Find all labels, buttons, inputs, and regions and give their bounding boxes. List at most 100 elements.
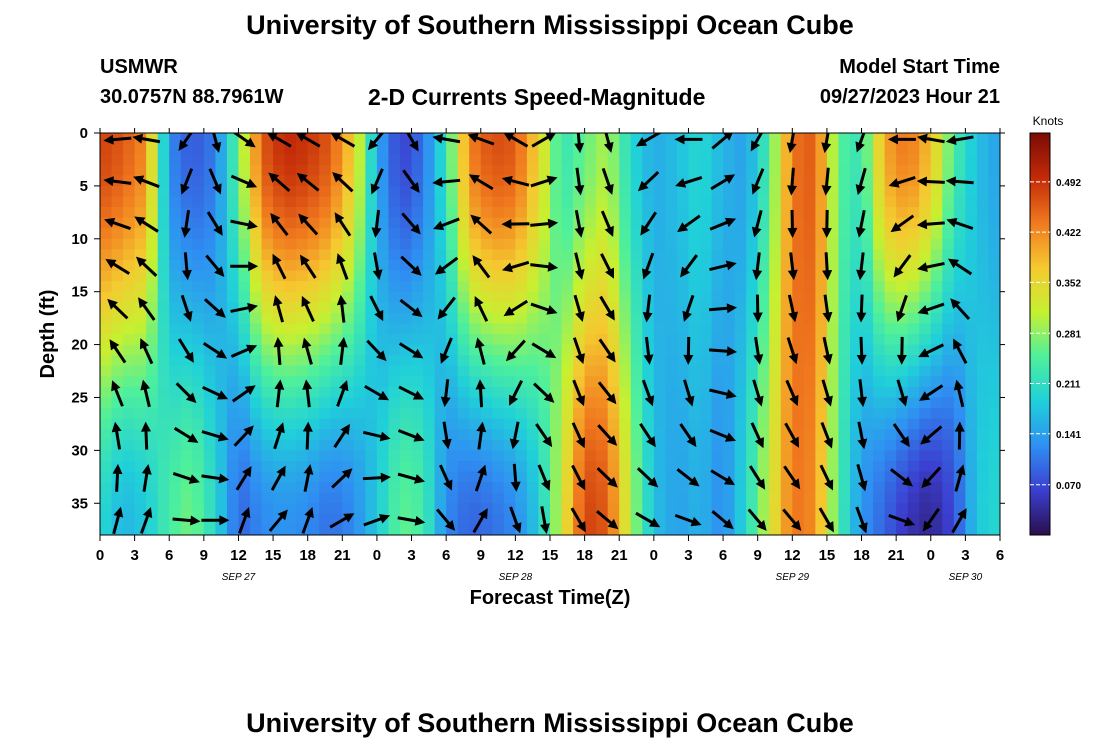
heatmap-cell (988, 365, 1000, 377)
heatmap-cell (226, 302, 240, 314)
heatmap-cell (365, 450, 378, 462)
heatmap-cell (342, 408, 355, 420)
current-vector (181, 252, 192, 281)
heatmap-cell (953, 312, 966, 325)
y-tick-label: 0 (80, 125, 88, 142)
heatmap-cell (688, 323, 701, 335)
heatmap-cell (653, 270, 666, 282)
heatmap-cell (446, 291, 459, 303)
heatmap-cell (423, 291, 436, 303)
heatmap-cell (803, 164, 816, 176)
heatmap-cell (907, 513, 920, 526)
heatmap-cell (723, 238, 736, 250)
heatmap-cell (192, 408, 205, 420)
heatmap-cell (307, 355, 320, 367)
heatmap-cell (503, 429, 516, 441)
heatmap-cell (850, 397, 863, 409)
heatmap-cell (607, 291, 620, 303)
heatmap-cell (746, 259, 759, 272)
heatmap-cell (157, 334, 170, 346)
heatmap-cell (307, 164, 320, 176)
heatmap-cell (700, 408, 713, 420)
heatmap-cell (873, 503, 886, 515)
heatmap-cell (976, 228, 990, 240)
heatmap-cell (896, 185, 909, 198)
heatmap-cell (342, 270, 355, 282)
x-tick-label: 3 (130, 547, 138, 564)
heatmap-cell (619, 281, 632, 293)
current-vector (921, 466, 942, 489)
heatmap-cell (503, 249, 516, 261)
current-vector (366, 339, 387, 362)
current-vector (530, 261, 559, 272)
heatmap-cell (330, 482, 343, 494)
heatmap-cell (965, 450, 978, 462)
heatmap-cell (596, 154, 609, 166)
heatmap-cell (515, 196, 528, 208)
heatmap-cell (342, 291, 355, 303)
heatmap-cell (619, 323, 632, 335)
heatmap-cell (769, 524, 782, 535)
heatmap-cell (792, 323, 805, 335)
heatmap-cell (423, 386, 436, 399)
heatmap-cell (296, 323, 309, 335)
current-vector (821, 133, 832, 154)
heatmap-cell (169, 228, 182, 240)
heatmap-cell (446, 429, 459, 441)
heatmap-cell (642, 418, 655, 430)
heatmap-cell (330, 196, 343, 208)
heatmap-cell (676, 471, 690, 483)
heatmap-cell (619, 217, 632, 229)
heatmap-cell (734, 154, 747, 166)
heatmap-cell (711, 175, 724, 187)
heatmap-cell (884, 164, 897, 176)
current-vector (571, 422, 586, 449)
heatmap-cell (538, 482, 551, 494)
heatmap-cell (250, 344, 263, 356)
heatmap-cell (850, 196, 863, 208)
heatmap-cell (550, 503, 563, 515)
heatmap-cell (365, 228, 378, 240)
heatmap-cell (619, 249, 632, 261)
heatmap-cell (803, 228, 816, 240)
heatmap-cell (838, 281, 851, 293)
heatmap-cell (388, 196, 401, 208)
heatmap-cell (850, 238, 863, 250)
heatmap-cell (573, 418, 586, 430)
heatmap-cell (307, 460, 320, 473)
current-vector (637, 170, 660, 192)
heatmap-cell (307, 408, 320, 420)
heatmap-cell (296, 503, 309, 515)
current-vector (505, 339, 526, 362)
heatmap-cell (942, 291, 955, 303)
heatmap-cell (653, 238, 666, 250)
heatmap-cell (423, 196, 436, 208)
heatmap-cell (873, 175, 886, 187)
heatmap-cell (746, 365, 759, 377)
heatmap-cell (803, 154, 816, 166)
heatmap-cell (607, 281, 620, 293)
heatmap-cell (838, 355, 851, 367)
heatmap-cell (250, 408, 263, 420)
y-tick-label: 15 (71, 284, 88, 301)
heatmap-cell (653, 302, 666, 314)
heatmap-cell (550, 513, 563, 526)
heatmap-cell (376, 365, 390, 377)
heatmap-cell (769, 175, 782, 187)
heatmap-cell (734, 302, 747, 314)
heatmap-cell (538, 238, 551, 250)
heatmap-cell (157, 312, 170, 325)
heatmap-cell (365, 524, 378, 535)
current-vector (599, 295, 615, 321)
heatmap-cell (273, 323, 286, 335)
heatmap-cell (342, 429, 355, 441)
heatmap-cell (342, 482, 355, 494)
heatmap-cell (480, 524, 493, 535)
heatmap-cell (838, 207, 851, 219)
heatmap-cell (503, 450, 516, 462)
heatmap-cell (769, 397, 782, 409)
current-vector (856, 463, 868, 492)
heatmap-cell (630, 397, 643, 409)
heatmap-cell (365, 238, 378, 250)
heatmap-cell (273, 450, 286, 462)
